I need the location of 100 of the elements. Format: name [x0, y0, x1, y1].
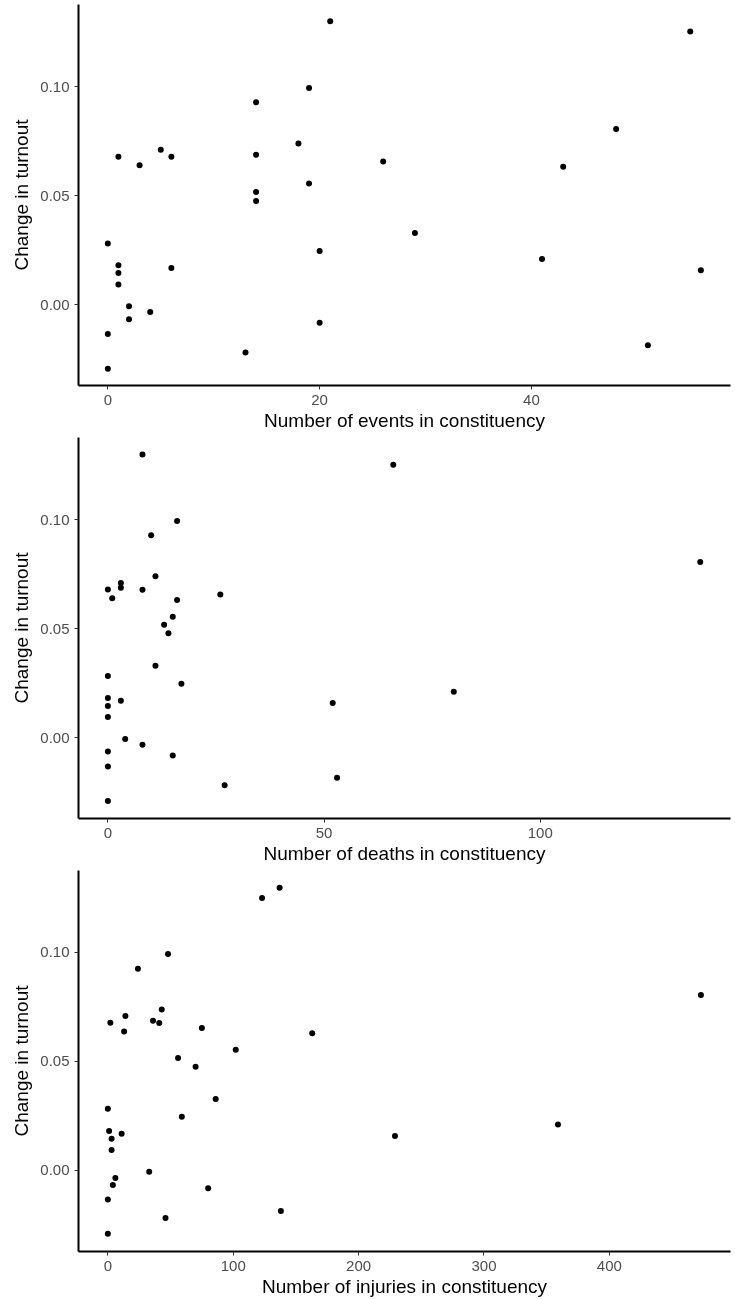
- point: [309, 1030, 316, 1037]
- point: [221, 782, 228, 789]
- point: [212, 1095, 219, 1102]
- point: [174, 597, 181, 604]
- point: [136, 162, 143, 169]
- point: [104, 1196, 111, 1203]
- point: [104, 1230, 111, 1237]
- point: [104, 240, 111, 247]
- point: [115, 262, 122, 269]
- point: [259, 894, 266, 901]
- point: [306, 85, 313, 92]
- point: [117, 697, 124, 704]
- point: [697, 267, 704, 274]
- point: [115, 270, 122, 277]
- point: [539, 255, 546, 262]
- y-tick-label: 0.05: [40, 186, 70, 204]
- point: [169, 752, 176, 759]
- point: [306, 180, 313, 187]
- point: [121, 1028, 128, 1035]
- y-axis-title: Change in turnout: [11, 551, 33, 704]
- point: [253, 151, 260, 158]
- point: [108, 1135, 115, 1142]
- y-tick-label: 0.05: [40, 1052, 70, 1070]
- point: [253, 99, 260, 106]
- x-tick-label: 20: [311, 390, 328, 408]
- x-tick-label: 200: [346, 1256, 372, 1274]
- point: [126, 303, 133, 310]
- point: [104, 694, 111, 701]
- point: [149, 1017, 156, 1024]
- point: [122, 735, 129, 742]
- x-axis-title: Number of injuries in constituency: [261, 1275, 548, 1297]
- point: [108, 1147, 115, 1154]
- y-axis-title: Change in turnout: [11, 118, 33, 271]
- point: [152, 573, 159, 580]
- point: [560, 163, 567, 170]
- point: [253, 188, 260, 195]
- point: [174, 517, 181, 524]
- point: [134, 965, 141, 972]
- point: [139, 451, 146, 458]
- point: [157, 146, 164, 153]
- point: [162, 1214, 169, 1221]
- point: [242, 349, 249, 356]
- point: [205, 1185, 212, 1192]
- point: [450, 688, 457, 695]
- point: [115, 153, 122, 160]
- x-tick-label: 0: [103, 823, 113, 841]
- point: [104, 763, 111, 770]
- y-tick-label: 0.10: [40, 943, 70, 961]
- point: [148, 532, 155, 539]
- point: [217, 591, 224, 598]
- point: [112, 1174, 119, 1181]
- point: [104, 1105, 111, 1112]
- point: [117, 584, 124, 591]
- point: [175, 1054, 182, 1061]
- point: [165, 951, 172, 958]
- point: [168, 153, 175, 160]
- point: [147, 308, 154, 315]
- point: [554, 1121, 561, 1128]
- point: [139, 741, 146, 748]
- point: [178, 680, 185, 687]
- point: [168, 264, 175, 271]
- point: [117, 579, 124, 586]
- y-tick-label: 0.10: [40, 510, 70, 528]
- x-tick-label: 0: [103, 390, 113, 408]
- x-tick-label: 100: [527, 823, 553, 841]
- point: [390, 461, 397, 468]
- point: [104, 798, 111, 805]
- point: [411, 229, 418, 236]
- point: [232, 1046, 239, 1053]
- point: [152, 662, 159, 669]
- point: [109, 595, 116, 602]
- point: [277, 1208, 284, 1214]
- y-tick-label: 0.00: [40, 295, 70, 313]
- point: [104, 672, 111, 679]
- point: [104, 713, 111, 720]
- point: [276, 884, 283, 891]
- point: [158, 1006, 165, 1013]
- point: [380, 158, 387, 165]
- point: [107, 1019, 114, 1026]
- point: [115, 281, 122, 288]
- x-tick-label: 40: [523, 390, 540, 408]
- point: [156, 1019, 163, 1026]
- point: [109, 1181, 116, 1188]
- point: [327, 18, 334, 25]
- point: [687, 28, 694, 35]
- y-tick-label: 0.10: [40, 77, 70, 95]
- point: [165, 630, 172, 637]
- point: [316, 248, 323, 255]
- point: [316, 319, 323, 326]
- point: [334, 774, 341, 781]
- x-axis-title: Number of deaths in constituency: [263, 842, 546, 864]
- y-tick-label: 0.00: [40, 1161, 70, 1179]
- x-tick-label: 100: [220, 1256, 246, 1274]
- point: [104, 331, 111, 337]
- point: [104, 365, 111, 372]
- point: [139, 586, 146, 593]
- point: [104, 586, 111, 593]
- point: [644, 342, 651, 349]
- point: [169, 613, 176, 620]
- x-axis-title: Number of events in constituency: [264, 409, 546, 431]
